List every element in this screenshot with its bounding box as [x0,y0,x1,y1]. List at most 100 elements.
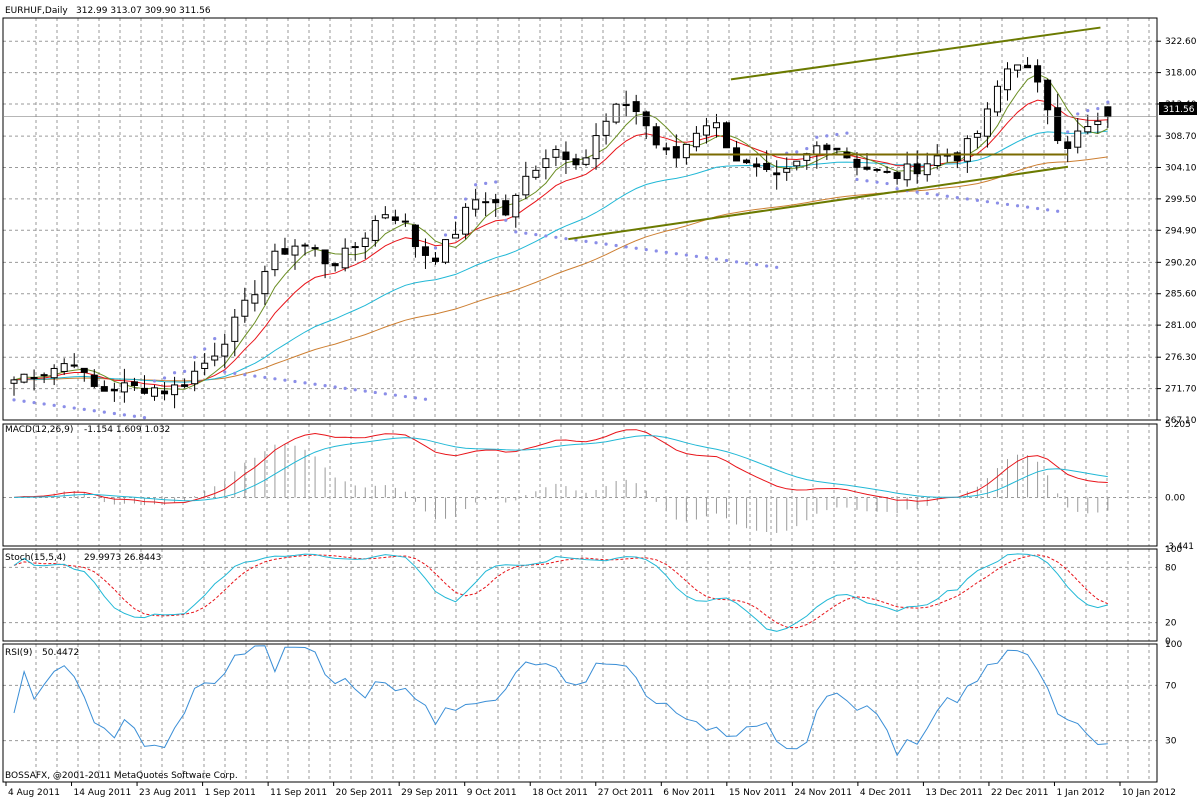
candle-body [341,247,349,269]
y-tick-label: 290.20 [1165,258,1197,268]
psar-dot [1086,108,1090,113]
candle-body [973,132,981,138]
y-tick-label: 267.10 [1165,416,1197,426]
candle-body [763,162,771,171]
candle-body [381,214,389,219]
x-tick-label: 10 Jan 2012 [1122,788,1176,798]
candle-body [291,245,299,256]
candle-body [1003,68,1012,91]
panel-frame [2,643,1158,783]
candle-body [231,316,239,342]
x-tick-label: 14 Aug 2011 [74,788,132,798]
candle-body [130,381,138,387]
candle-body [853,158,861,168]
price-panel[interactable] [3,26,1157,420]
candle-body [642,111,650,127]
psar-dot [524,231,528,235]
psar-dot [1015,204,1020,208]
candle-body [682,143,690,159]
psar-dot [403,394,407,399]
candle-body [933,155,941,167]
candle-body [492,199,500,204]
psar-dot [453,215,458,220]
psar-dot [463,197,468,201]
psar-dot [363,389,367,393]
x-tick-label: 1 Jan 2012 [1056,788,1104,798]
psar-dot [825,134,829,138]
psar-dot [52,403,56,407]
candle-body [191,370,199,385]
candle-body [1104,106,1112,118]
psar-dot [855,177,859,182]
psar-dot [755,263,759,267]
candle-body [552,149,560,158]
last-price-marker [1159,102,1197,115]
macd-title: MACD(12,26,9) [5,425,73,435]
candle-body [632,101,640,113]
candle-body [401,220,409,223]
candle-body [542,158,550,168]
candle-body [171,384,179,396]
psar-dot [122,413,127,417]
candle-body [512,194,520,218]
psar-dot [504,218,508,222]
candle-body [863,166,871,170]
psar-dot [724,258,729,263]
candle-body [411,224,419,248]
psar-dot [172,371,177,375]
rsi-tick-label: 70 [1165,681,1177,691]
y-tick-label: 271.70 [1165,385,1197,395]
x-tick-label: 22 Dec 2011 [991,788,1049,798]
candle-body [702,125,710,136]
candle-body [783,168,791,173]
candle-body [753,163,761,168]
candle-body [502,200,510,216]
copyright-text: BOSSAFX, @2001-2011 MetaQuotes Software … [5,771,238,781]
psar-dot [654,249,658,253]
psar-dot [102,410,106,414]
candle-body [462,206,470,235]
psar-dot [273,377,277,381]
psar-dot [22,399,26,403]
candle-body [1034,65,1042,83]
psar-dot [1096,106,1100,111]
macd-tick-label: 0.00 [1165,493,1185,503]
x-tick-label: 13 Dec 2011 [925,788,983,798]
candle-body [211,355,219,361]
psar-dot [734,260,739,264]
stochastic-panel[interactable] [13,553,1109,632]
rsi-tick-label: 30 [1165,737,1177,747]
x-tick-label: 4 Aug 2011 [8,788,60,798]
candle-body [10,379,18,384]
macd-signal-line [13,434,1108,502]
candle-body [281,248,289,255]
x-tick-label: 27 Oct 2011 [598,788,654,798]
stoch-title: Stoch(15,5,4) [5,553,66,563]
candle-body [391,216,399,221]
psar-dot [775,265,779,269]
rsi-panel[interactable] [13,645,1108,757]
psar-dot [72,406,76,410]
psar-dot [674,252,678,256]
candle-body [903,163,911,181]
psar-dot [373,390,377,395]
psar-dot [223,370,227,374]
y-tick-label: 285.60 [1165,290,1197,300]
candle-body [30,377,38,380]
candle-body [80,367,88,373]
candle-body [452,233,460,239]
psar-dot [132,414,137,418]
psar-dot [935,193,939,197]
psar-dot [313,382,317,386]
macd-panel[interactable] [13,429,1109,533]
psar-dot [845,131,849,135]
candle-body [472,199,480,210]
rsi-tick-label: 100 [1165,640,1182,650]
psar-dot [534,232,538,237]
psar-dot [343,386,347,390]
candle-body [913,163,921,175]
rsi-line [13,645,1108,757]
